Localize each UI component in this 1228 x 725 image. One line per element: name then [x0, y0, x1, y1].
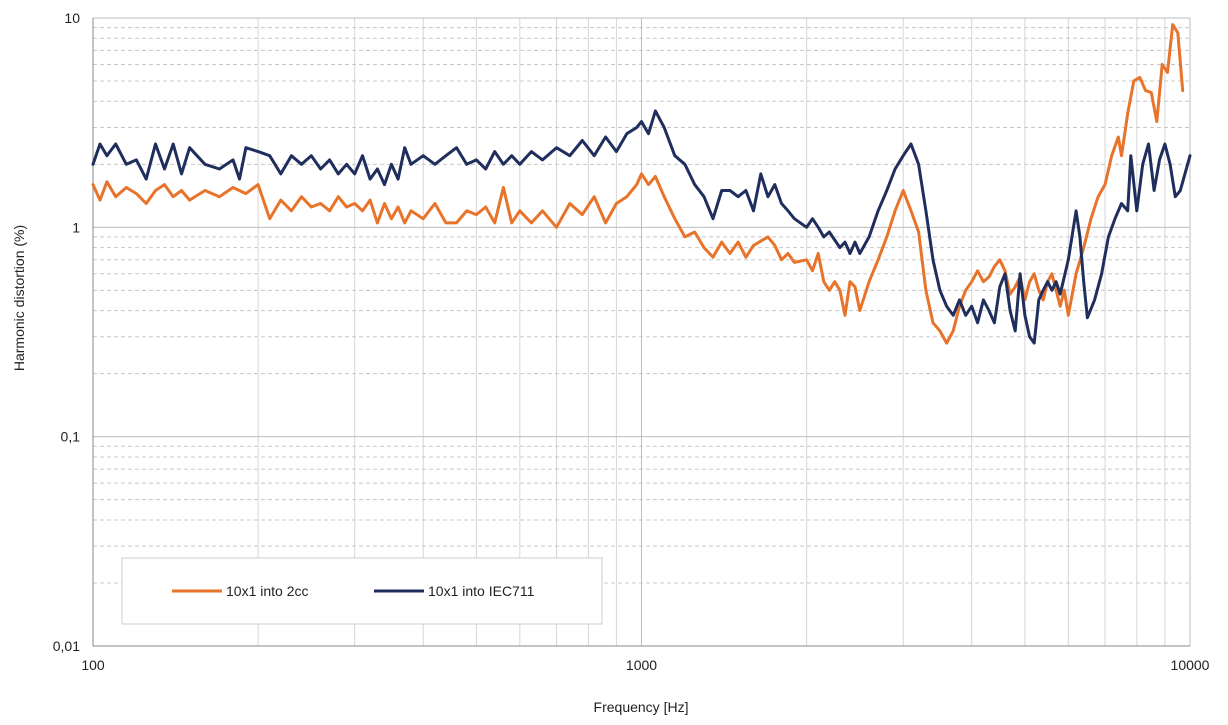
series-line-0 [91, 23, 1185, 345]
legend: 10x1 into 2cc 10x1 into IEC711 [121, 557, 603, 625]
legend-label-iec711: 10x1 into IEC711 [428, 583, 535, 599]
legend-label-2cc: 10x1 into 2cc [226, 583, 309, 599]
gridlines [92, 17, 1191, 647]
x-tick-label: 100 [81, 657, 105, 673]
x-axis-title: Frequency [Hz] [594, 699, 689, 715]
y-tick-label: 10 [64, 10, 80, 26]
x-tick-label: 1000 [626, 657, 657, 673]
tick-labels: 100 1000 10000 10 1 0,1 0,01 [53, 10, 1210, 673]
y-tick-label: 0,1 [61, 429, 81, 445]
y-tick-label: 0,01 [53, 638, 80, 654]
series-line-1 [91, 109, 1192, 345]
y-axis-title: Harmonic distortion (%) [11, 225, 27, 371]
y-tick-label: 1 [72, 219, 80, 235]
axes [92, 18, 1190, 647]
series-lines [91, 23, 1192, 345]
x-tick-label: 10000 [1171, 657, 1210, 673]
